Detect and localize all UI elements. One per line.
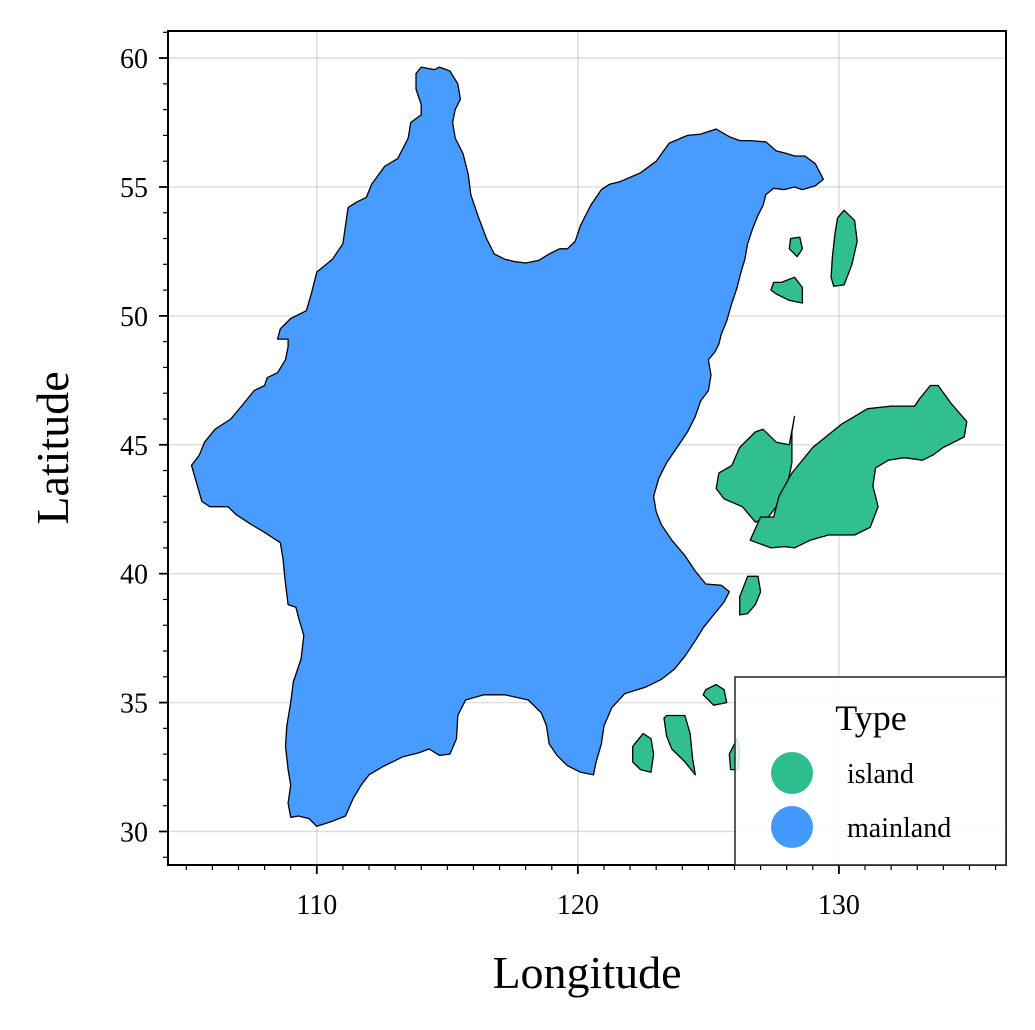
y-tick-label: 50 <box>120 302 148 333</box>
legend-title: Type <box>835 698 906 738</box>
x-tick-label: 120 <box>557 890 599 921</box>
x-tick-label: 130 <box>818 890 860 921</box>
island-shape-6 <box>739 575 762 616</box>
y-tick-label: 30 <box>120 817 148 848</box>
axis-ticks: 110 120 130 30 35 40 45 50 55 60 <box>120 31 997 921</box>
legend: Type island mainland <box>734 676 1007 866</box>
legend-label-island: island <box>847 759 914 790</box>
plot-frame <box>167 30 1007 866</box>
mainland-shape-0 <box>190 66 824 827</box>
island-shape-2 <box>788 236 804 258</box>
y-tick-label: 60 <box>120 44 148 75</box>
y-tick-label: 55 <box>120 173 148 204</box>
island-shape-1 <box>830 209 858 287</box>
y-axis-label: Latitude <box>27 371 78 524</box>
y-tick-label: 45 <box>120 431 148 462</box>
island-shape-8 <box>663 714 696 776</box>
island-shape-5 <box>749 384 968 549</box>
x-axis-label: Longitude <box>492 947 681 998</box>
y-tick-label: 35 <box>120 689 148 720</box>
island-shape-7 <box>702 683 728 706</box>
x-tick-label: 110 <box>296 890 337 921</box>
legend-swatch-mainland <box>771 806 813 848</box>
legend-swatch-island <box>771 752 813 794</box>
island-shape-9 <box>632 732 655 773</box>
legend-label-mainland: mainland <box>847 813 951 844</box>
island-shape-3 <box>770 276 804 304</box>
y-tick-label: 40 <box>120 560 148 591</box>
map-features <box>190 66 968 827</box>
